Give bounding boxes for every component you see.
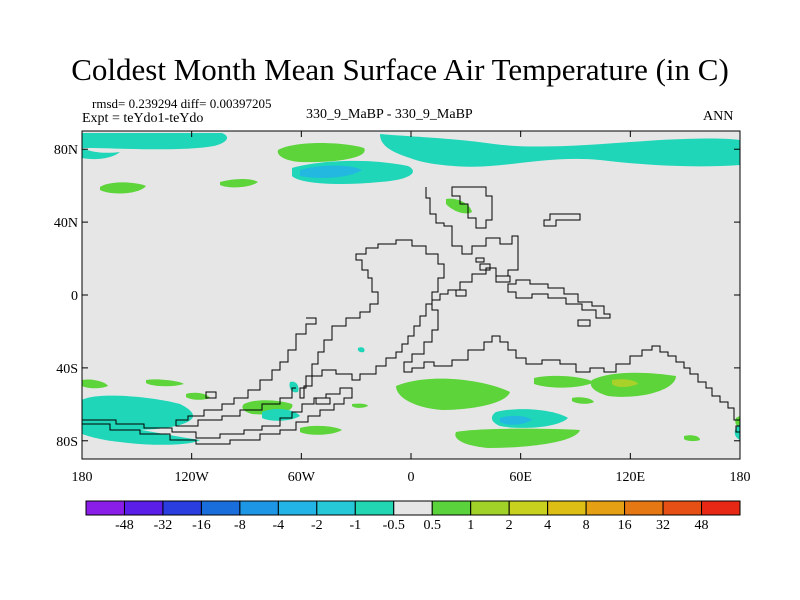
colorbar-label: 4 bbox=[544, 518, 552, 533]
x-tick-label: 0 bbox=[408, 470, 415, 485]
y-tick-label: 40S bbox=[56, 362, 78, 377]
colorbar-swatch bbox=[277, 500, 318, 516]
colorbar-swatch bbox=[585, 500, 626, 516]
colorbar-label: -1 bbox=[349, 518, 362, 533]
case-label: 330_9_MaBP - 330_9_MaBP bbox=[306, 107, 473, 122]
axis-tick-labels: 180 120W 60W 0 60E 120E 180 80N 40N 0 40S 80S bbox=[54, 143, 751, 485]
colorbar-label: 8 bbox=[582, 518, 590, 533]
colorbar-label: -32 bbox=[153, 518, 173, 533]
coastlines bbox=[82, 186, 740, 445]
stats-label: rmsd= 0.239294 diff= 0.00397205 bbox=[92, 96, 272, 111]
colorbar-swatch bbox=[393, 500, 433, 516]
colorbar-swatch bbox=[354, 500, 395, 516]
colorbar-label: -8 bbox=[234, 518, 246, 533]
axis-ticks bbox=[81, 131, 741, 459]
colorbar-label: -4 bbox=[272, 518, 285, 533]
y-tick-label: 40N bbox=[54, 216, 78, 231]
colorbar-swatch bbox=[470, 500, 510, 516]
y-tick-label: 80S bbox=[56, 435, 78, 450]
chart-title: Coldest Month Mean Surface Air Temperatu… bbox=[71, 52, 729, 87]
colorbar-swatch bbox=[85, 500, 125, 516]
season-label: ANN bbox=[703, 109, 734, 124]
colorbar-swatch bbox=[123, 500, 164, 516]
x-tick-label: 180 bbox=[72, 470, 93, 485]
colorbar-swatch bbox=[508, 500, 549, 516]
strong-positive-cores bbox=[612, 379, 638, 387]
colorbar-label: 48 bbox=[694, 518, 709, 533]
colorbar-swatch bbox=[316, 500, 356, 516]
y-tick-label: 80N bbox=[54, 143, 78, 158]
colorbar-swatch bbox=[162, 500, 202, 516]
x-tick-label: 120E bbox=[616, 470, 646, 485]
colorbar-label: 2 bbox=[505, 518, 513, 533]
x-tick-label: 180 bbox=[730, 470, 751, 485]
colorbar-label: 32 bbox=[656, 518, 671, 533]
colorbar-swatch bbox=[239, 500, 279, 516]
colorbar-label: -0.5 bbox=[382, 518, 405, 533]
colorbar-swatch bbox=[547, 500, 587, 516]
x-tick-label: 120W bbox=[175, 470, 210, 485]
colorbar-label: 0.5 bbox=[423, 518, 441, 533]
colorbar-swatch bbox=[431, 500, 472, 516]
x-tick-label: 60E bbox=[509, 470, 532, 485]
colorbar-label: -16 bbox=[192, 518, 211, 533]
colorbar bbox=[85, 500, 741, 516]
colorbar-label: 16 bbox=[617, 518, 632, 533]
colorbar-label: -2 bbox=[310, 518, 323, 533]
map-background bbox=[82, 131, 740, 459]
experiment-label: Expt = teYdo1-teYdo bbox=[82, 111, 204, 126]
colorbar-swatch bbox=[200, 500, 241, 516]
strong-negative-cores bbox=[300, 165, 532, 425]
colorbar-swatch bbox=[662, 500, 703, 516]
x-tick-label: 60W bbox=[288, 470, 316, 485]
colorbar-label: -48 bbox=[115, 518, 134, 533]
colorbar-label: 1 bbox=[467, 518, 475, 533]
y-tick-label: 0 bbox=[71, 289, 78, 304]
colorbar-swatch bbox=[624, 500, 664, 516]
colorbar-swatch bbox=[701, 500, 741, 516]
negative-anomaly-regions bbox=[82, 133, 740, 445]
